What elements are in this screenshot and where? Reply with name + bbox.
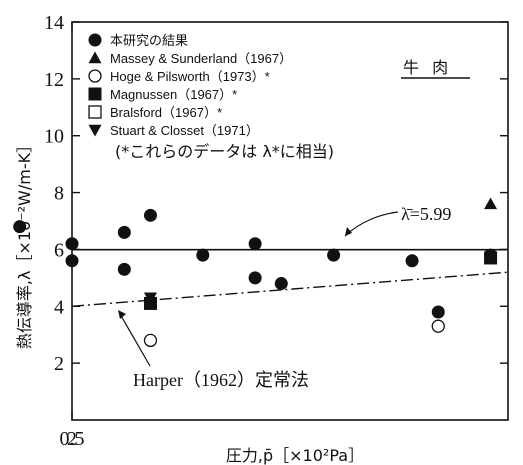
x-tick-label: 2 (67, 428, 77, 450)
plot-area-border (71, 21, 509, 421)
legend-label-5: Stuart & Closset（1971） (110, 123, 259, 138)
legend-label-1: Massey & Sunderland（1967） (110, 51, 292, 66)
harper-label-arrowhead (118, 310, 126, 319)
data-point-series-0 (117, 225, 131, 239)
data-point-series-0 (196, 248, 210, 262)
x-axis-title: 圧力,p̄［×10²Pa］ (226, 446, 364, 465)
legend-label-0: 本研究の結果 (110, 33, 188, 48)
x-tick-label: 0.5 (60, 428, 85, 450)
y-tick-label: 8 (54, 183, 64, 205)
data-point-series-0 (405, 254, 419, 268)
legend-marker-1 (88, 51, 102, 64)
data-note: (*これらのデータは λ*に相当) (115, 142, 334, 161)
data-point-series-2 (143, 333, 158, 348)
legend-marker-5 (88, 124, 102, 137)
data-point-series-3 (484, 251, 498, 265)
mean-label-arrowhead (345, 227, 352, 236)
legend-markers (88, 33, 102, 137)
legend-label-2: Hoge & Pilsworth（1973）* (110, 69, 270, 84)
y-tick-label: 12 (44, 69, 64, 91)
data-point-series-0 (65, 254, 79, 268)
legend-label-4: Bralsford（1967）* (110, 105, 222, 120)
y-axis-title: 熱伝導率,λ［×10⁻²W/m-K］ (15, 137, 34, 349)
data-point-series-0 (431, 305, 445, 319)
y-tick-label: 10 (44, 126, 64, 148)
harper-line-label: Harper（1962）定常法 (133, 370, 309, 390)
data-point-series-0 (248, 271, 262, 285)
data-point-series-1 (484, 197, 498, 210)
y-tick-label: 14 (44, 12, 64, 34)
data-point-series-5 (143, 292, 157, 305)
plot-frame-group (71, 21, 509, 421)
legend-marker-4 (88, 105, 102, 119)
legend-label-3: Magnussen（1967）* (110, 87, 237, 102)
harper-label-leader (119, 313, 151, 367)
data-point-series-0 (327, 248, 341, 262)
legend-marker-3 (88, 87, 102, 101)
data-point-series-0 (65, 237, 79, 251)
reference-lines-group (71, 211, 509, 367)
data-point-series-0 (13, 220, 27, 234)
y-tick-label: 6 (54, 239, 64, 261)
data-point-series-0 (143, 208, 157, 222)
legend-marker-2 (88, 69, 102, 83)
material-label: 牛 肉 (403, 58, 452, 77)
data-point-series-2 (431, 319, 445, 333)
mean-label-leader (344, 211, 399, 237)
data-point-series-0 (117, 262, 131, 276)
data-point-series-0 (248, 237, 262, 251)
legend-marker-0 (88, 33, 102, 47)
data-point-series-0 (274, 277, 288, 291)
harper-reference-line (71, 271, 509, 307)
mean-line-label: λ̄=5.99 (401, 204, 451, 224)
legend: 本研究の結果 Massey & Sunderland（1967） Hoge & … (88, 33, 292, 138)
y-tick-label: 4 (54, 296, 64, 318)
data-points-group (13, 197, 498, 348)
y-tick-label: 2 (54, 353, 64, 375)
